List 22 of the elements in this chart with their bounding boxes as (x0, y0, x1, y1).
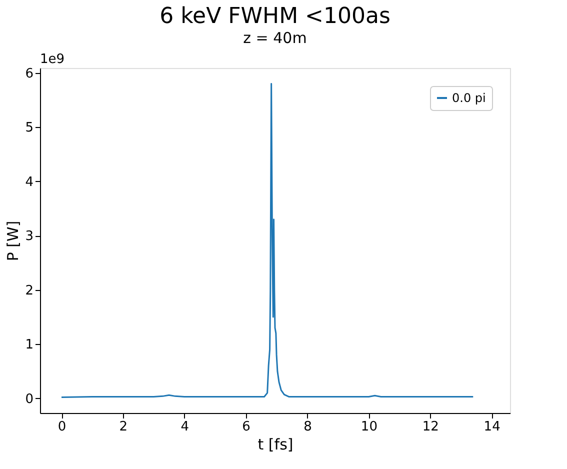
x-tick-label: 4 (180, 420, 190, 434)
y-tick-label: 2 (25, 283, 34, 298)
x-tick-label: 14 (484, 420, 500, 434)
y-tick-label: 4 (25, 174, 34, 190)
chart-title: 6 keV FWHM <100as (160, 4, 390, 29)
y-tick-label: 5 (25, 120, 34, 136)
x-tick-label: 10 (360, 420, 378, 434)
y-tick-label: 1 (25, 338, 34, 353)
line-series (60, 82, 474, 398)
x-tick-label: 6 (242, 420, 250, 434)
x-tick-label: 12 (422, 420, 439, 434)
chart-subtitle: z = 40m (243, 29, 307, 47)
x-tick-label: 8 (304, 420, 312, 434)
x-axis-title: t [fs] (258, 436, 294, 454)
x-tick-label: 2 (119, 420, 128, 434)
y-tick-label: 0 (25, 392, 34, 407)
y-tick-label: 3 (25, 229, 34, 244)
x-tick-label: 0 (58, 420, 66, 434)
text: 1e9 (40, 52, 65, 67)
y-axis-title: P [W] (4, 220, 22, 262)
legend-label: 0.0 pi (452, 91, 486, 105)
y-tick-label: 6 (25, 66, 34, 82)
